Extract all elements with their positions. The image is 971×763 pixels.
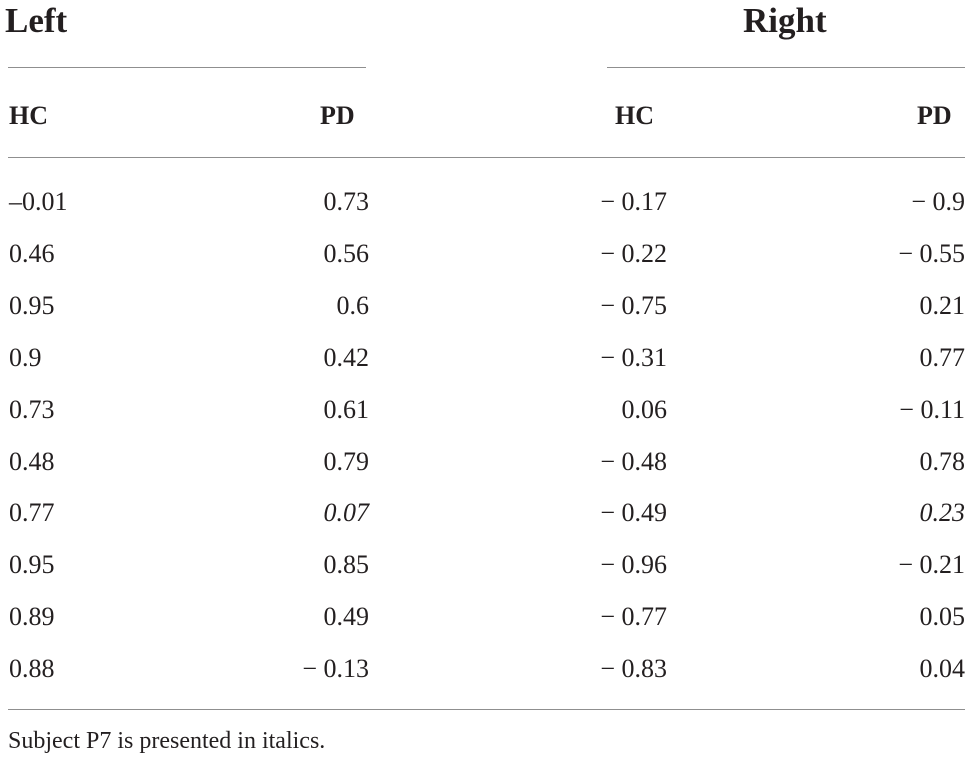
- cell-left-pd: 0.07: [323, 498, 370, 527]
- column-header-left-hc: HC: [9, 101, 48, 130]
- cell-right-hc: − 0.96: [600, 550, 667, 579]
- cell-right-pd: 0.78: [919, 447, 966, 476]
- cell-right-pd: − 0.11: [899, 395, 965, 424]
- cell-right-pd: − 0.55: [898, 239, 965, 268]
- table-row: 0.73 0.61 0.06 − 0.11: [0, 393, 971, 433]
- cell-right-hc: 0.06: [621, 395, 668, 424]
- table-row: 0.95 0.6 − 0.75 0.21: [0, 289, 971, 329]
- cell-left-pd: − 0.13: [302, 654, 369, 683]
- cell-left-pd: 0.49: [323, 602, 370, 631]
- cell-left-hc: –0.01: [9, 187, 68, 216]
- column-header-left-pd: PD: [320, 101, 355, 130]
- column-header-right-pd: PD: [917, 101, 952, 130]
- cell-left-hc: 0.95: [9, 291, 55, 320]
- cell-right-pd: 0.05: [919, 602, 966, 631]
- table-row: 0.46 0.56 − 0.22 − 0.55: [0, 237, 971, 277]
- cell-left-hc: 0.89: [9, 602, 55, 631]
- group-title-right: Right: [743, 1, 827, 40]
- table-row: –0.01 0.73 − 0.17 − 0.9: [0, 185, 971, 225]
- cell-right-hc: − 0.75: [600, 291, 667, 320]
- cell-left-hc: 0.88: [9, 654, 55, 683]
- table-row: 0.77 0.07 − 0.49 0.23: [0, 496, 971, 536]
- cell-right-hc: − 0.49: [600, 498, 667, 527]
- cell-left-pd: 0.73: [323, 187, 370, 216]
- cell-right-hc: − 0.77: [600, 602, 667, 631]
- cell-left-hc: 0.77: [9, 498, 55, 527]
- bottom-rule: [8, 709, 965, 710]
- cell-left-pd: 0.85: [323, 550, 370, 579]
- cell-left-hc: 0.46: [9, 239, 55, 268]
- cell-left-hc: 0.48: [9, 447, 55, 476]
- cell-left-pd: 0.61: [323, 395, 370, 424]
- cell-left-hc: 0.9: [9, 343, 42, 372]
- cell-left-pd: 0.42: [323, 343, 370, 372]
- cell-right-hc: − 0.48: [600, 447, 667, 476]
- cell-right-pd: 0.21: [919, 291, 966, 320]
- table-row: 0.88 − 0.13 − 0.83 0.04: [0, 652, 971, 692]
- cell-right-hc: − 0.31: [600, 343, 667, 372]
- cell-right-pd: − 0.21: [898, 550, 965, 579]
- cell-right-pd: 0.77: [919, 343, 966, 372]
- group-title-left: Left: [5, 1, 68, 40]
- cell-left-hc: 0.73: [9, 395, 55, 424]
- table-row: 0.48 0.79 − 0.48 0.78: [0, 445, 971, 485]
- group-rule-right: [607, 67, 965, 68]
- cell-right-pd: 0.23: [919, 498, 966, 527]
- header-rule: [8, 157, 965, 158]
- column-header-right-hc: HC: [615, 101, 654, 130]
- cell-right-hc: − 0.17: [600, 187, 667, 216]
- cell-left-hc: 0.95: [9, 550, 55, 579]
- table-footnote: Subject P7 is presented in italics.: [8, 728, 326, 754]
- cell-left-pd: 0.6: [336, 291, 370, 320]
- cell-left-pd: 0.56: [323, 239, 370, 268]
- table-row: 0.89 0.49 − 0.77 0.05: [0, 600, 971, 640]
- cell-right-hc: − 0.22: [600, 239, 667, 268]
- cell-left-pd: 0.79: [323, 447, 370, 476]
- cell-right-hc: − 0.83: [600, 654, 667, 683]
- cell-right-pd: 0.04: [919, 654, 966, 683]
- cell-right-pd: − 0.9: [911, 187, 965, 216]
- table-row: 0.95 0.85 − 0.96 − 0.21: [0, 548, 971, 588]
- group-rule-left: [8, 67, 366, 68]
- table-row: 0.9 0.42 − 0.31 0.77: [0, 341, 971, 381]
